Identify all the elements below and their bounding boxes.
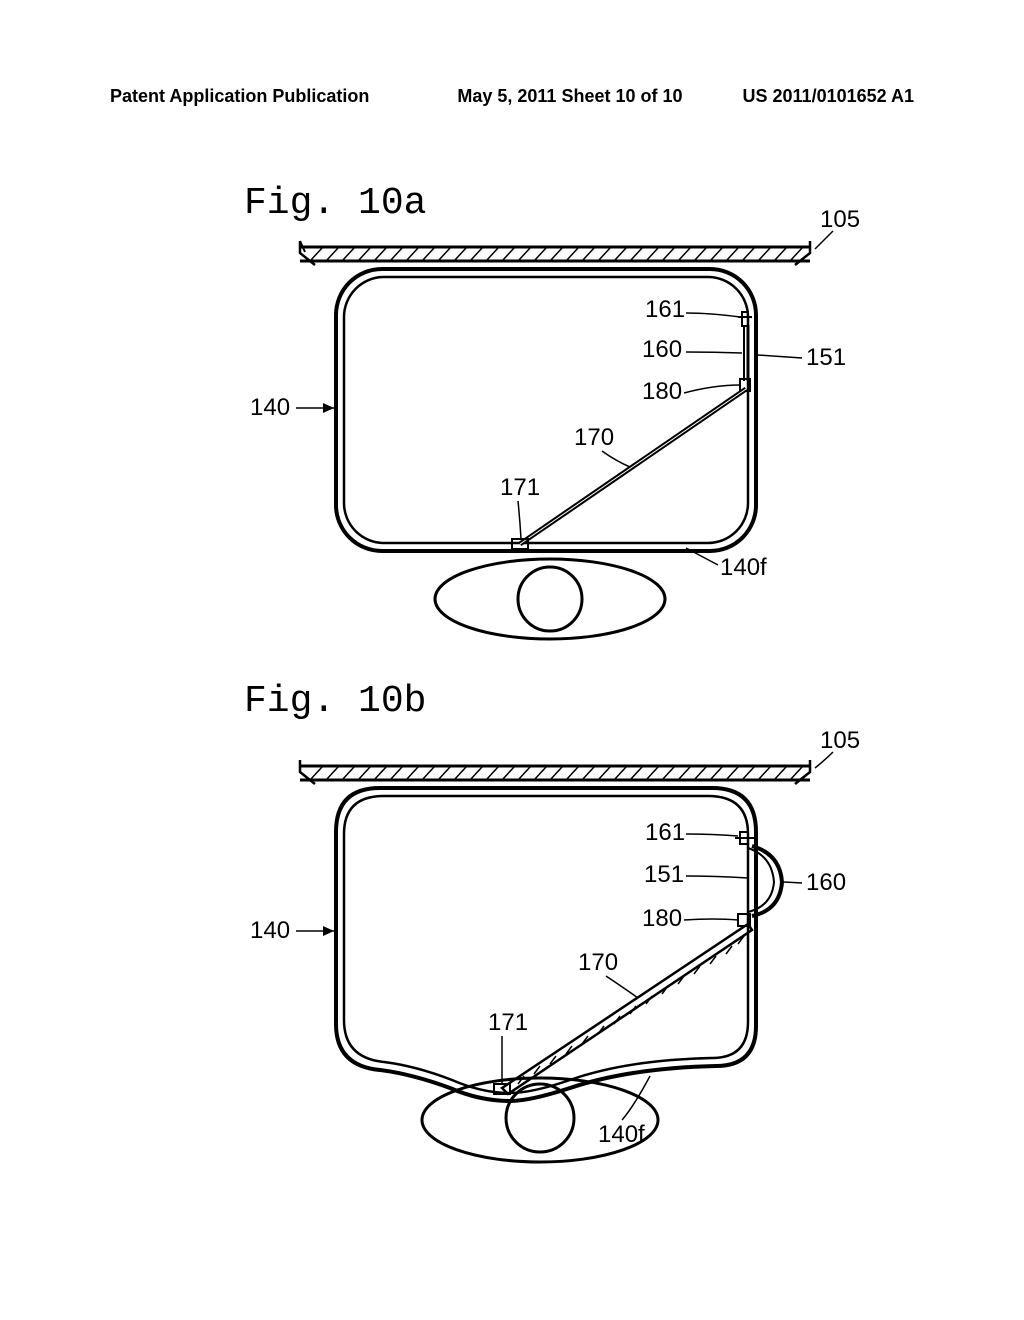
label-160: 160 bbox=[642, 336, 682, 363]
tether-170 bbox=[512, 389, 746, 549]
label-161: 161 bbox=[645, 296, 685, 323]
header-center: May 5, 2011 Sheet 10 of 10 bbox=[397, 86, 742, 107]
label-151: 151 bbox=[806, 344, 846, 371]
tether-170-b bbox=[494, 924, 752, 1094]
label-170: 170 bbox=[574, 424, 614, 451]
part-160 bbox=[744, 325, 748, 381]
label-180: 180 bbox=[642, 378, 682, 405]
occupant-head bbox=[435, 559, 665, 639]
airbag-140-b bbox=[336, 788, 756, 1101]
figure-10b-diagram: 105 161 151 160 180 170 171 bbox=[240, 706, 900, 1166]
part-160-b bbox=[748, 846, 782, 916]
label-105: 105 bbox=[820, 206, 860, 233]
part-161-b bbox=[735, 832, 754, 844]
label-180-b: 180 bbox=[642, 905, 682, 932]
top-bar-105-b bbox=[300, 760, 810, 784]
label-105-b: 105 bbox=[820, 727, 860, 754]
part-161 bbox=[738, 312, 752, 326]
label-140f-b: 140f bbox=[598, 1121, 645, 1148]
page: Patent Application Publication May 5, 20… bbox=[0, 0, 1024, 1320]
airbag-140 bbox=[336, 269, 756, 551]
label-170-b: 170 bbox=[578, 949, 618, 976]
label-140f: 140f bbox=[720, 554, 767, 581]
header-right: US 2011/0101652 A1 bbox=[743, 86, 914, 107]
top-bar-105 bbox=[300, 241, 810, 265]
figure-10a-diagram: 105 161 160 151 180 170 171 bbox=[240, 205, 900, 645]
label-151-b: 151 bbox=[644, 861, 684, 888]
label-160-b: 160 bbox=[806, 869, 846, 896]
header: Patent Application Publication May 5, 20… bbox=[0, 86, 1024, 107]
label-161-b: 161 bbox=[645, 819, 685, 846]
label-140-b: 140 bbox=[250, 917, 290, 944]
label-140: 140 bbox=[250, 394, 290, 421]
header-left: Patent Application Publication bbox=[110, 86, 369, 107]
label-171: 171 bbox=[500, 474, 540, 501]
label-171-b: 171 bbox=[488, 1009, 528, 1036]
